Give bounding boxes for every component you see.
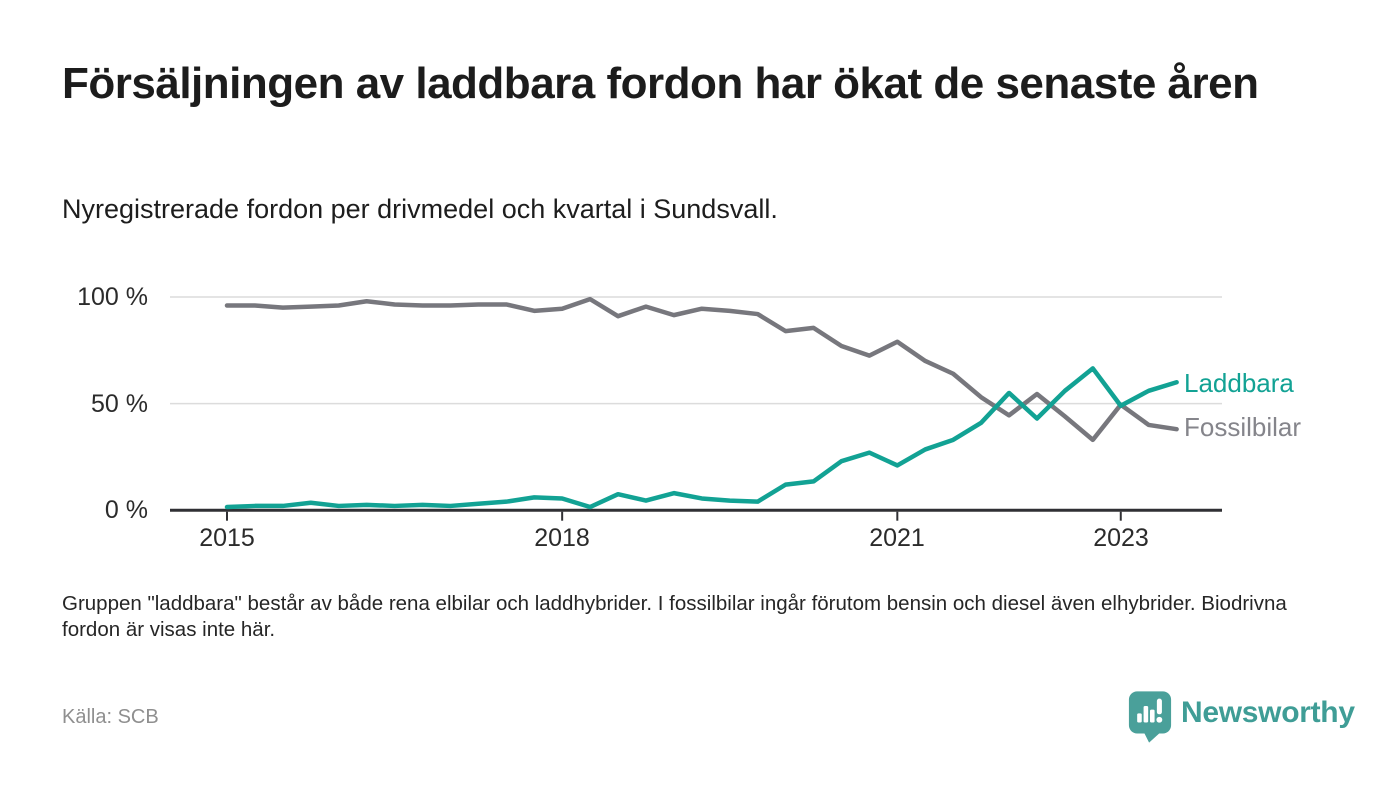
chart-subtitle: Nyregistrerade fordon per drivmedel och …: [62, 194, 778, 224]
series-label-laddbara: Laddbara: [1184, 368, 1294, 398]
x-axis-tick-2023: 2023: [1093, 524, 1149, 552]
newsworthy-logo: Newsworthy: [1128, 690, 1355, 743]
x-axis-tick-2021: 2021: [869, 524, 925, 552]
series-line-fossilbilar: [224, 296, 1179, 443]
series-line-laddbara: [224, 366, 1179, 510]
y-axis-tick-100: 100 %: [77, 283, 148, 311]
y-axis-tick-0: 0 %: [104, 496, 148, 524]
logo-bar-1: [1137, 713, 1142, 723]
brand-wordmark: Newsworthy: [1181, 696, 1355, 729]
page-title: Försäljningen av laddbara fordon har öka…: [62, 59, 1259, 108]
logo-exclamation-dot: [1156, 716, 1163, 723]
logo-bar-3: [1150, 709, 1155, 723]
newsworthy-logo-icon: [1128, 691, 1172, 743]
chart-footnote: Gruppen "laddbara" består av både rena e…: [62, 592, 1287, 641]
source-credit: Källa: SCB: [62, 706, 159, 728]
x-axis-tick-2018: 2018: [534, 524, 590, 552]
x-axis-tick-2015: 2015: [199, 524, 255, 552]
logo-bar-2: [1143, 706, 1149, 723]
logo-exclamation-stem: [1156, 698, 1162, 715]
series-label-fossilbilar: Fossilbilar: [1184, 412, 1302, 442]
y-axis-tick-50: 50 %: [91, 390, 148, 418]
